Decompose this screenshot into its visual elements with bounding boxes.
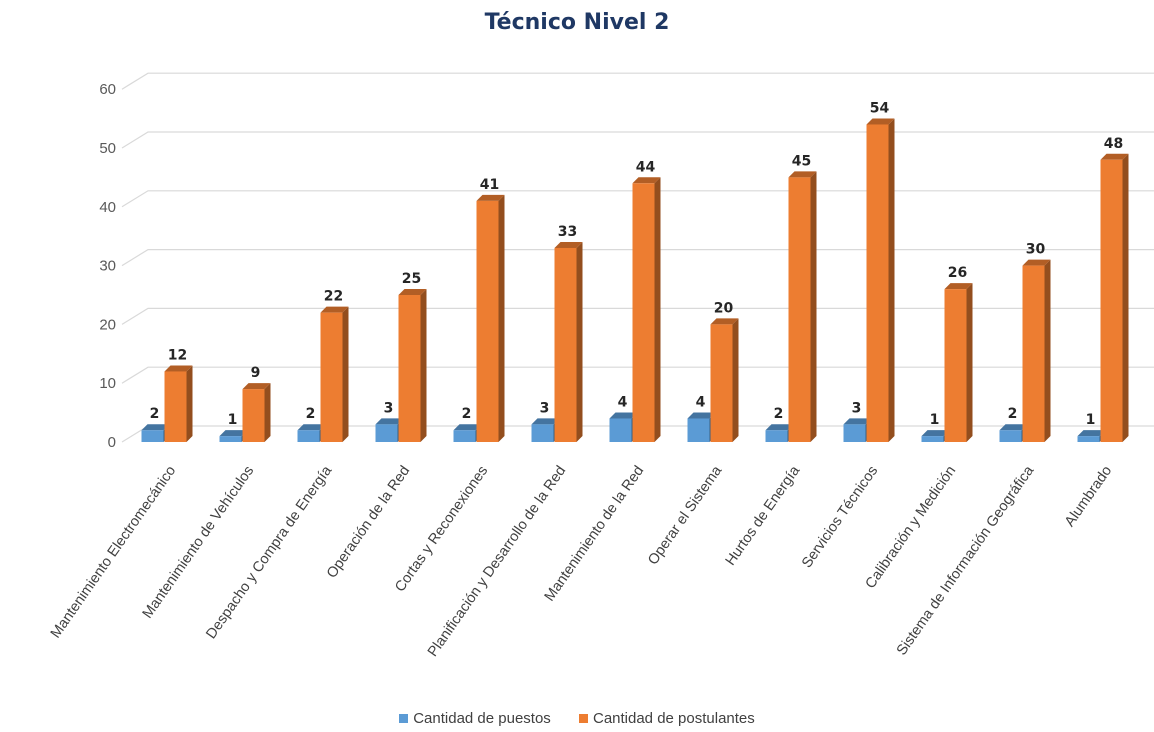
gridline-50: [121, 131, 1154, 149]
data-label-puestos-4: 2: [462, 406, 472, 422]
y-tick-label-30: 30: [99, 258, 116, 275]
data-label-postulantes-12: 48: [1104, 136, 1123, 152]
category-label-5: Planificación y Desarrollo de la Red: [425, 463, 569, 660]
legend-item-postulantes: Cantidad de postulantes: [578, 710, 755, 727]
data-label-postulantes-0: 12: [168, 347, 187, 363]
data-label-puestos-12: 1: [1086, 412, 1096, 428]
bar-postulantes-10: [944, 283, 973, 442]
bar-postulantes-12: [1100, 153, 1129, 442]
data-label-postulantes-6: 44: [636, 159, 656, 175]
data-label-postulantes-9: 54: [870, 100, 890, 116]
data-label-puestos-8: 2: [774, 406, 784, 422]
legend: Cantidad de puestos Cantidad de postulan…: [0, 710, 1154, 727]
legend-item-puestos: Cantidad de puestos: [399, 710, 551, 727]
legend-swatch-postulantes: [578, 714, 588, 723]
chart-title: Técnico Nivel 2: [484, 10, 670, 35]
data-label-puestos-1: 1: [228, 412, 238, 428]
category-label-11: Sistema de Información Geográfica: [894, 462, 1038, 658]
bar-postulantes-8: [788, 171, 817, 442]
bar-postulantes-6: [632, 177, 661, 442]
y-tick-label-20: 20: [99, 316, 116, 333]
data-label-postulantes-11: 30: [1026, 242, 1046, 258]
data-label-puestos-10: 1: [930, 412, 940, 428]
bar-postulantes-7: [710, 318, 739, 442]
gridline-30: [121, 249, 1154, 267]
data-label-postulantes-10: 26: [948, 265, 967, 281]
bar-postulantes-5: [554, 241, 583, 442]
y-tick-label-60: 60: [99, 81, 116, 98]
data-label-puestos-3: 3: [384, 400, 394, 416]
y-tick-label-40: 40: [99, 199, 116, 216]
legend-label-puestos: Cantidad de puestos: [413, 710, 551, 727]
y-tick-label-50: 50: [99, 140, 116, 157]
category-label-9: Servicios Técnicos: [799, 463, 881, 571]
gridline-10: [121, 366, 1154, 384]
data-label-postulantes-5: 33: [558, 224, 577, 240]
gridline-40: [121, 190, 1154, 208]
bar-postulantes-0: [164, 365, 193, 442]
data-label-puestos-0: 2: [150, 406, 160, 422]
category-label-12: Alumbrado: [1062, 463, 1115, 530]
data-label-puestos-5: 3: [540, 400, 550, 416]
data-label-puestos-7: 4: [696, 394, 706, 410]
gridline-20: [121, 307, 1154, 325]
gridlines: [121, 72, 1154, 443]
category-label-0: Mantenimiento Electromecánico: [48, 463, 179, 641]
bar-postulantes-9: [866, 118, 895, 442]
data-label-puestos-2: 2: [306, 406, 316, 422]
gridline-60: [121, 72, 1154, 90]
data-label-puestos-11: 2: [1008, 406, 1018, 422]
bar-postulantes-4: [476, 194, 505, 442]
category-label-2: Despacho y Compra de Energía: [203, 462, 335, 642]
legend-label-postulantes: Cantidad de postulantes: [592, 710, 755, 727]
data-label-postulantes-2: 22: [324, 289, 343, 305]
y-tick-label-10: 10: [99, 375, 116, 392]
bar-postulantes-1: [242, 383, 271, 442]
y-tick-label-0: 0: [108, 434, 116, 451]
bars: [141, 118, 1129, 442]
data-label-postulantes-7: 20: [714, 300, 734, 316]
bar-postulantes-11: [1022, 259, 1051, 442]
category-label-3: Operación de la Red: [324, 463, 413, 581]
category-label-7: Operar el Sistema: [645, 462, 726, 568]
category-label-10: Calibración y Medición: [862, 463, 959, 592]
data-label-postulantes-1: 9: [251, 365, 261, 381]
category-label-4: Cortas y Reconexiones: [392, 463, 491, 595]
data-label-postulantes-8: 45: [792, 153, 811, 169]
data-label-postulantes-3: 25: [402, 271, 421, 287]
category-label-8: Hurtos de Energía: [723, 462, 804, 568]
data-label-puestos-9: 3: [852, 400, 862, 416]
y-axis-ticks: 0 10 20 30 40 50 60: [99, 81, 116, 451]
bar-postulantes-2: [320, 306, 349, 442]
data-label-postulantes-4: 41: [480, 177, 499, 193]
bar-postulantes-3: [398, 289, 427, 442]
data-label-puestos-6: 4: [618, 394, 628, 410]
x-axis-categories: Mantenimiento ElectromecánicoMantenimien…: [48, 462, 1115, 659]
legend-swatch-puestos: [399, 714, 409, 723]
